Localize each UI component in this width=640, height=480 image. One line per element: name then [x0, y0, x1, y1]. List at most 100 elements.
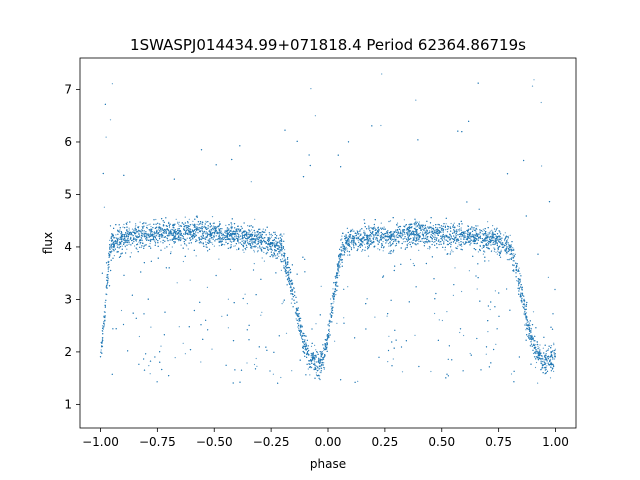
scatter-point [141, 238, 143, 240]
scatter-point [382, 241, 384, 243]
scatter-point [320, 372, 322, 374]
scatter-point [283, 233, 285, 235]
scatter-point [227, 298, 229, 300]
scatter-point [173, 236, 175, 238]
scatter-point [504, 240, 506, 242]
scatter-point [509, 234, 511, 236]
scatter-point [461, 245, 463, 247]
scatter-point [393, 239, 395, 241]
scatter-point [427, 238, 429, 240]
scatter-point [138, 226, 140, 228]
scatter-point [506, 259, 508, 261]
scatter-point [134, 226, 136, 228]
scatter-point [247, 235, 249, 237]
scatter-point [450, 237, 452, 239]
scatter-point [510, 373, 513, 375]
scatter-point [196, 223, 198, 225]
scatter-point [212, 229, 214, 231]
scatter-point [481, 233, 483, 235]
scatter-point [492, 225, 494, 227]
scatter-point [412, 237, 414, 239]
scatter-point [124, 245, 126, 247]
scatter-point [221, 315, 223, 317]
scatter-point [477, 251, 479, 253]
scatter-point [195, 239, 197, 241]
scatter-point [485, 353, 487, 355]
scatter-point [547, 276, 550, 278]
scatter-point [442, 230, 444, 232]
scatter-point [434, 312, 436, 315]
scatter-point [493, 239, 495, 241]
scatter-point [359, 229, 361, 231]
scatter-point [322, 352, 324, 354]
scatter-point [314, 366, 316, 368]
scatter-point [235, 235, 237, 237]
scatter-point [177, 221, 179, 223]
scatter-point [553, 342, 555, 344]
scatter-point [315, 372, 317, 374]
scatter-point [505, 244, 507, 247]
scatter-point [287, 273, 289, 275]
scatter-point [119, 229, 121, 231]
scatter-point [205, 220, 207, 222]
scatter-point [408, 233, 410, 235]
scatter-point [104, 301, 106, 303]
scatter-point [191, 223, 193, 225]
scatter-point [541, 363, 543, 365]
scatter-point [533, 356, 536, 358]
scatter-point [422, 231, 424, 233]
scatter-point [487, 331, 489, 333]
scatter-point [475, 225, 477, 227]
scatter-point [450, 251, 452, 253]
scatter-point [256, 251, 259, 253]
scatter-point [335, 282, 337, 284]
scatter-point [403, 241, 405, 243]
scatter-point [124, 240, 126, 242]
scatter-point [345, 233, 347, 236]
scatter-point [178, 225, 180, 227]
scatter-point [514, 253, 517, 255]
scatter-point [103, 324, 105, 327]
scatter-point [171, 246, 173, 248]
scatter-point [263, 251, 265, 253]
scatter-point [513, 248, 515, 250]
scatter-point [202, 231, 204, 233]
scatter-point [159, 231, 161, 233]
scatter-point [164, 247, 166, 249]
scatter-point [329, 320, 331, 322]
scatter-point [289, 281, 291, 283]
scatter-point [135, 240, 137, 242]
scatter-point [374, 316, 376, 318]
scatter-point [281, 250, 283, 252]
scatter-point [298, 318, 300, 320]
scatter-point [257, 234, 259, 236]
scatter-point [188, 231, 190, 233]
scatter-point [281, 303, 283, 305]
scatter-point [554, 348, 557, 350]
scatter-point [224, 244, 226, 246]
scatter-point [279, 251, 281, 253]
scatter-point [459, 228, 461, 230]
scatter-point [150, 326, 152, 328]
scatter-point [503, 243, 505, 245]
scatter-point [434, 235, 436, 237]
scatter-point [345, 246, 347, 248]
scatter-point [149, 232, 152, 234]
scatter-point [538, 347, 540, 349]
scatter-point [460, 236, 462, 238]
scatter-point [335, 277, 337, 279]
scatter-point [261, 246, 263, 248]
scatter-point [310, 354, 312, 357]
scatter-point [523, 313, 525, 316]
scatter-point [498, 237, 500, 239]
scatter-point [129, 233, 131, 235]
scatter-point [263, 260, 265, 262]
scatter-point [383, 226, 385, 228]
scatter-point [168, 231, 170, 233]
scatter-point [213, 235, 215, 237]
scatter-point [171, 238, 173, 240]
scatter-point [394, 235, 396, 237]
scatter-point [298, 320, 300, 322]
scatter-point [221, 228, 223, 230]
scatter-point [320, 285, 322, 287]
